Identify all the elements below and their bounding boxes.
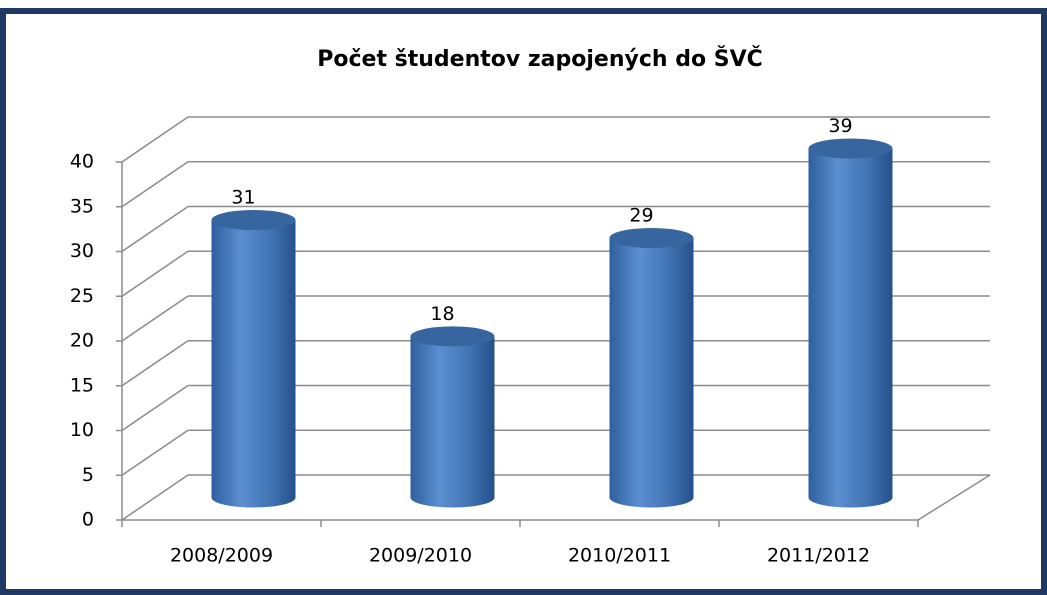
cylinder [609, 227, 694, 508]
cylinder-top [609, 227, 694, 248]
cylinder-body [410, 336, 495, 508]
value-label: 39 [828, 115, 852, 137]
cylinder-top [410, 326, 495, 347]
y-tick-label: 0 [82, 509, 94, 531]
y-tick-label: 25 [70, 285, 94, 307]
x-tick-label: 2008/2009 [170, 545, 273, 567]
grid-line-side [121, 250, 189, 297]
value-label: 31 [231, 187, 255, 209]
cylinder-top [808, 138, 893, 159]
grid-line-side [121, 161, 189, 208]
cylinder [410, 326, 495, 508]
cylinder [211, 210, 296, 508]
value-label: 29 [629, 204, 653, 226]
y-tick-label: 35 [70, 195, 94, 217]
grid-line-side [121, 205, 189, 253]
grid-line-side [121, 340, 189, 387]
frame [0, 8, 1047, 595]
value-label: 18 [430, 303, 454, 325]
chart-title: Počet študentov zapojených do ŠVČ [317, 46, 763, 72]
grid-line-side [121, 474, 189, 521]
y-tick-label: 15 [70, 374, 94, 396]
grid-line-side [121, 429, 189, 476]
x-tick-label: 2009/2010 [369, 545, 472, 567]
grid-line-side [121, 116, 189, 163]
y-tick-label: 10 [70, 419, 94, 441]
y-tick-label: 20 [70, 330, 94, 352]
cylinder-body [211, 220, 296, 508]
grid-line-side [121, 384, 189, 432]
cylinder-body [808, 148, 893, 508]
y-tick-label: 5 [82, 464, 94, 486]
y-tick-label: 40 [70, 151, 94, 173]
y-tick-label: 30 [70, 240, 94, 262]
x-tick-label: 2010/2011 [568, 545, 671, 567]
cylinder-body [609, 237, 694, 508]
cylinder [808, 138, 893, 508]
floor-edge [917, 474, 991, 521]
x-tick-label: 2011/2012 [767, 545, 870, 567]
grid-line-side [121, 295, 189, 342]
cylinder-top [211, 210, 296, 231]
